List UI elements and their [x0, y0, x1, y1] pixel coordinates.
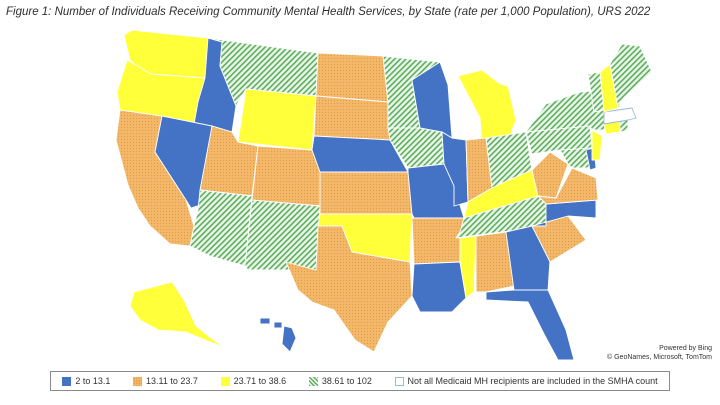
state-ak [129, 281, 227, 349]
legend-swatch-white [394, 376, 404, 386]
legend-item-blue: 2 to 13.1 [62, 376, 110, 386]
state-nd [315, 52, 389, 103]
legend-label: 2 to 13.1 [75, 376, 111, 386]
state-hi [259, 317, 297, 353]
state-nm [244, 199, 321, 271]
credit-sources: © GeoNames, Microsoft, TomTom [607, 354, 712, 361]
state-co [251, 145, 325, 207]
legend-swatch-yellow [220, 376, 230, 386]
state-ga [505, 225, 551, 291]
state-ar [411, 217, 465, 265]
state-fl [485, 289, 575, 361]
state-mi [457, 69, 517, 153]
state-la [411, 261, 467, 313]
state-tx [285, 225, 413, 353]
legend-swatch-blue [62, 376, 72, 386]
legend-item-yellow: 23.71 to 38.6 [220, 376, 287, 386]
state-ma [603, 107, 637, 125]
legend-item-orange: 13.11 to 23.7 [133, 376, 198, 386]
map-credits: Powered by Bing © GeoNames, Microsoft, T… [607, 344, 712, 362]
map-legend: 2 to 13.1 13.11 to 23.7 23.71 to 38.6 38… [50, 371, 670, 391]
state-il [441, 131, 469, 207]
legend-swatch-orange [133, 376, 143, 386]
legend-label: 13.11 to 23.7 [146, 376, 198, 386]
state-ms [459, 235, 477, 299]
states-layer [115, 29, 653, 361]
state-ks [319, 171, 413, 215]
state-az [189, 189, 253, 267]
legend-swatch-green [308, 376, 318, 386]
state-nj [591, 129, 603, 161]
legend-label: Not all Medicaid MH recipients are inclu… [407, 376, 658, 386]
legend-item-white: Not all Medicaid MH recipients are inclu… [394, 376, 658, 386]
state-ri [619, 119, 629, 133]
state-wy [237, 88, 317, 151]
legend-label: 38.61 to 102 [321, 376, 372, 386]
credit-powered-by: Powered by Bing [659, 345, 712, 352]
legend-label: 23.71 to 38.6 [233, 376, 287, 386]
figure-title: Figure 1: Number of Individuals Receivin… [6, 6, 651, 18]
state-me [609, 43, 653, 109]
legend-item-green: 38.61 to 102 [308, 376, 372, 386]
state-al [475, 231, 515, 293]
state-wv [531, 151, 569, 199]
state-sd [313, 95, 391, 141]
